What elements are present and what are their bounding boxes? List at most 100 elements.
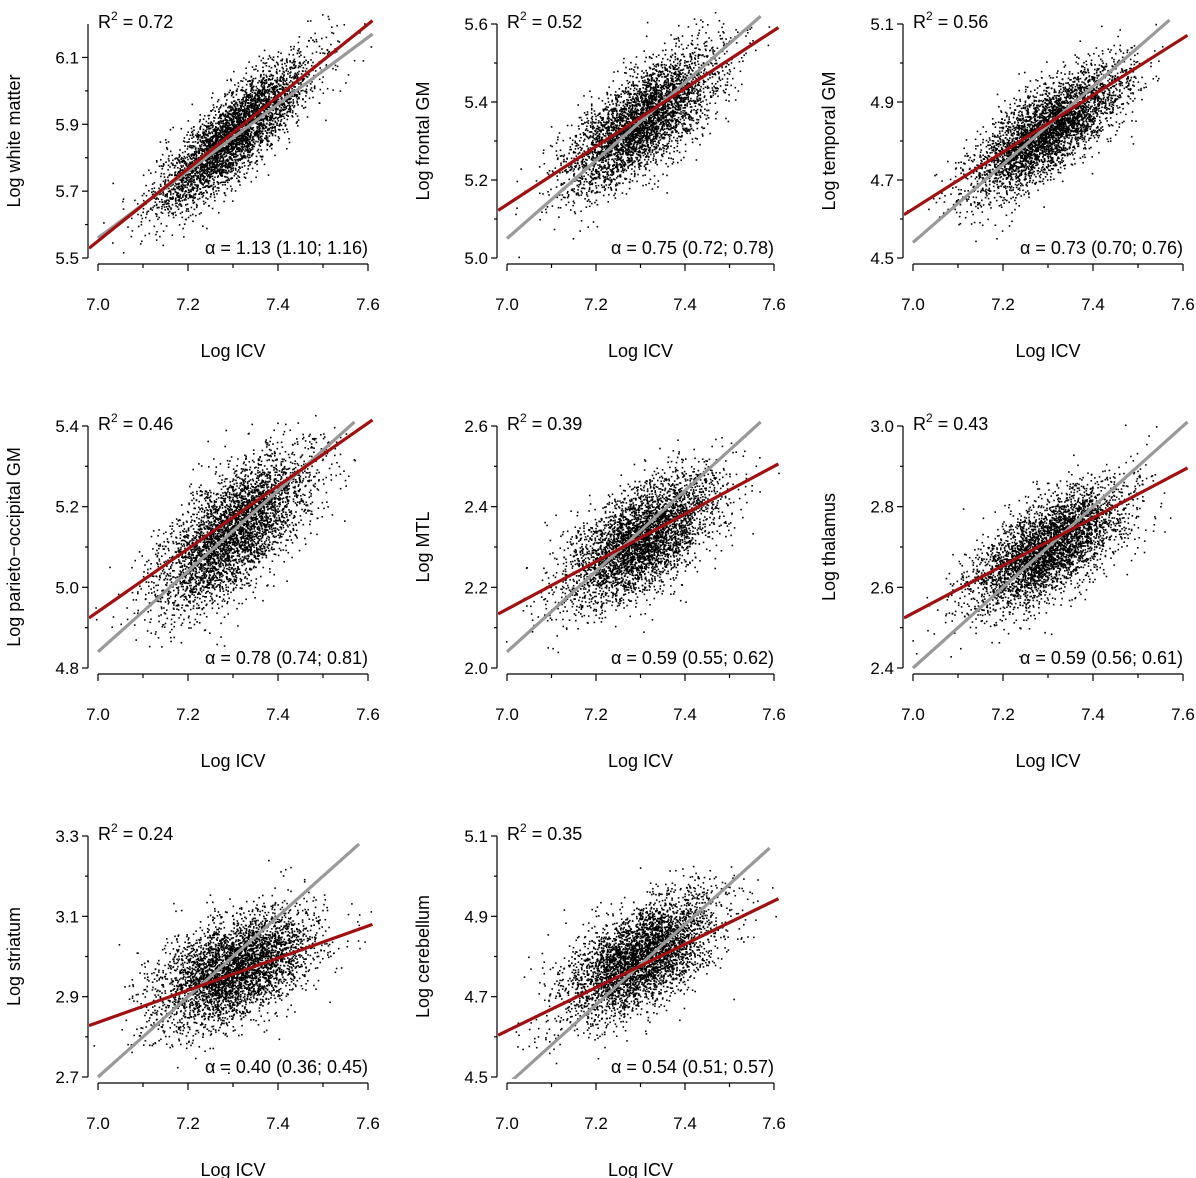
data-point [330, 43, 332, 46]
data-point [177, 194, 180, 197]
data-point [233, 120, 235, 123]
data-point [211, 163, 213, 166]
data-point [286, 61, 288, 64]
data-point [178, 198, 180, 201]
data-point [189, 196, 191, 199]
data-point [244, 90, 246, 92]
data-point [235, 136, 237, 139]
data-point [246, 114, 249, 116]
data-point [591, 141, 593, 144]
data-point [240, 99, 243, 101]
data-point [160, 159, 162, 161]
data-point [308, 40, 310, 42]
data-point [190, 172, 193, 174]
data-point [237, 82, 240, 84]
data-point [277, 117, 279, 119]
data-point [238, 120, 241, 123]
data-point [183, 236, 185, 238]
data-point [336, 24, 338, 27]
data-point [228, 123, 231, 125]
data-point [242, 102, 244, 105]
data-point [190, 181, 192, 183]
data-point [293, 67, 295, 69]
data-point [305, 92, 308, 94]
data-point [213, 143, 216, 146]
data-point [252, 77, 255, 80]
data-point [259, 130, 262, 132]
data-point [559, 207, 562, 209]
data-point [174, 198, 177, 201]
data-point [607, 174, 610, 177]
data-point [637, 173, 639, 176]
data-point [190, 127, 193, 130]
data-point [294, 72, 296, 75]
data-point [224, 122, 227, 125]
data-point [233, 111, 236, 113]
data-point [332, 89, 334, 91]
data-point [275, 99, 278, 102]
data-point [213, 168, 216, 171]
data-point [198, 149, 200, 151]
data-point [652, 143, 655, 145]
data-point [216, 159, 219, 162]
data-point [189, 173, 191, 175]
data-point [677, 116, 680, 119]
data-point [313, 87, 316, 90]
data-point [231, 92, 234, 95]
data-point [287, 83, 289, 86]
data-point [269, 56, 272, 59]
data-point [266, 76, 268, 78]
data-point [632, 82, 634, 85]
data-point [251, 105, 254, 107]
data-point [258, 125, 260, 127]
data-point [211, 175, 214, 178]
data-point [224, 128, 227, 130]
data-point [242, 140, 244, 142]
data-point [230, 145, 233, 148]
data-point [226, 126, 229, 128]
data-point [260, 82, 263, 84]
data-point [256, 123, 259, 125]
data-point [217, 136, 219, 139]
data-point [182, 183, 184, 185]
data-point [214, 110, 216, 112]
data-point [315, 51, 318, 53]
data-point [307, 61, 309, 63]
data-point [130, 235, 133, 238]
data-point [299, 51, 302, 53]
data-point [245, 72, 248, 75]
data-point [268, 88, 271, 91]
data-point [250, 134, 252, 136]
data-point [289, 105, 291, 108]
data-point [227, 113, 229, 115]
data-point [289, 61, 291, 63]
data-point [226, 99, 228, 101]
data-point [243, 165, 246, 167]
data-point [326, 87, 329, 90]
data-point [297, 82, 299, 84]
data-point [335, 69, 337, 71]
data-point [137, 213, 139, 216]
data-point [292, 110, 294, 112]
data-point [193, 193, 195, 196]
data-point [164, 179, 167, 181]
data-point [617, 100, 619, 102]
data-point [272, 59, 275, 61]
data-point [275, 80, 277, 82]
data-point [176, 161, 178, 164]
data-point [282, 75, 285, 77]
data-point [271, 126, 274, 129]
data-point [199, 164, 201, 166]
data-point [662, 114, 665, 116]
data-point [228, 179, 230, 181]
data-point [216, 181, 219, 183]
data-point [193, 154, 195, 157]
data-point [646, 132, 648, 135]
data-point [268, 105, 270, 108]
data-point [206, 169, 209, 172]
data-point [264, 92, 267, 94]
data-point [265, 81, 268, 83]
data-point [122, 200, 124, 203]
data-point [187, 197, 190, 200]
data-point [178, 160, 180, 163]
